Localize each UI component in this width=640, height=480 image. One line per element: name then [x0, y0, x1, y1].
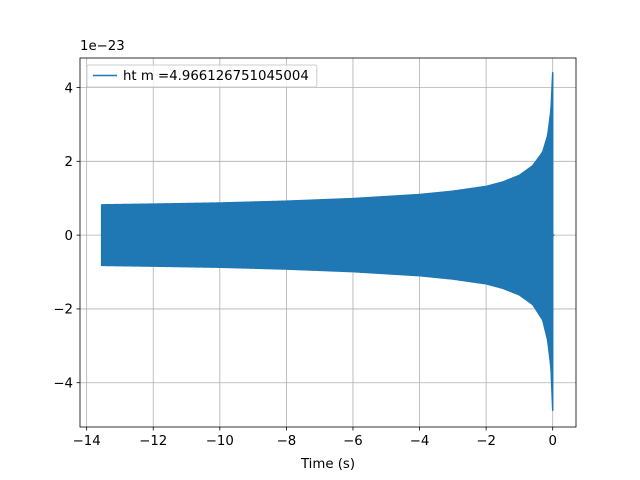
legend-entry-label: ht m =4.966126751045004 [123, 69, 309, 84]
y-tick-label: 0 [65, 229, 73, 244]
x-tick-label: 0 [548, 434, 556, 449]
y-tick-label: −2 [53, 303, 73, 318]
y-tick-label: 4 [65, 81, 73, 96]
y-offset-label: 1e−23 [80, 39, 125, 54]
x-tick-label: −2 [476, 434, 496, 449]
x-tick-label: −4 [410, 434, 430, 449]
series-layer [100, 72, 555, 412]
legend: ht m =4.966126751045004 [86, 64, 318, 88]
ticks: −14 −12 −10 −8 −6 −4 −2 0 −4 −2 0 2 4 [53, 81, 557, 449]
y-tick-label: −4 [53, 377, 73, 392]
legend-box [86, 64, 318, 88]
x-tick-label: −8 [277, 434, 297, 449]
x-tick-label: −14 [73, 434, 101, 449]
y-tick-label: 2 [65, 155, 73, 170]
x-tick-label: −12 [139, 434, 167, 449]
x-tick-label: −10 [206, 434, 234, 449]
series-line [100, 72, 554, 412]
x-tick-label: −6 [343, 434, 363, 449]
x-axis-label: Time (s) [300, 457, 355, 472]
axes-frame [79, 57, 577, 428]
